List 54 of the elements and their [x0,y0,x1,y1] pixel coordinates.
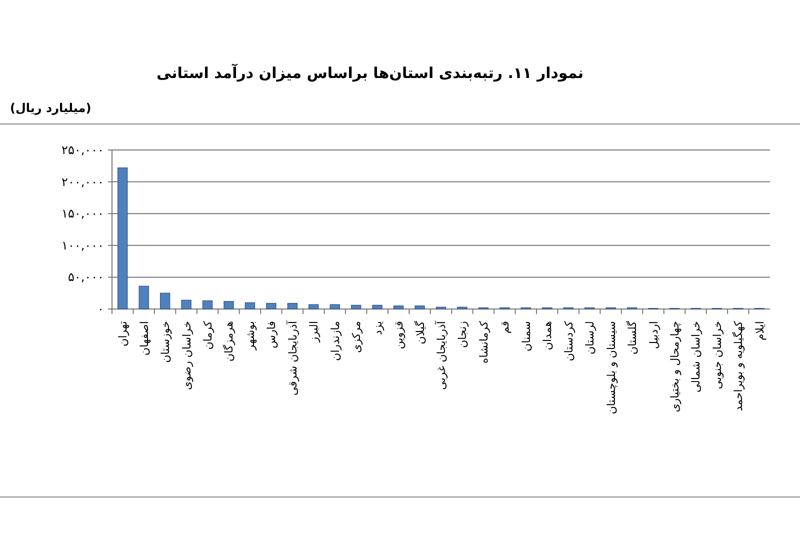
x-tick-label: گیلان [414,320,427,344]
y-tick-label: ۰ [98,302,104,316]
x-tick-label: ایلام [753,321,766,340]
x-tick-label: چهارمحال و بختیاری [668,321,682,412]
bar [372,304,382,310]
x-tick-label: البرز [308,321,321,344]
bar [138,286,149,310]
x-tick-label: کرمان [202,320,215,350]
x-tick-label: سیستان و بلوچستان [604,321,618,414]
x-tick-label: آذربایجان غربی [434,320,448,390]
x-tick-label: هرمزگان [222,320,236,362]
bar [244,302,256,310]
bar [393,306,404,310]
x-tick-label: تهران [116,321,130,346]
bar [287,302,298,310]
bar [351,304,362,310]
x-tick-label: یزد [371,321,384,336]
x-tick-label: قم [498,321,512,334]
x-tick-label: لرستان [584,321,597,354]
x-tick-label: کردستان [562,320,576,362]
y-tick-label: ۱۵۰,۰۰۰ [62,206,104,221]
x-tick-label: زنجان [456,321,470,348]
y-tick-label: ۲۰۰,۰۰۰ [62,174,104,189]
x-tick-label: خوزستان [159,321,172,363]
bar [160,292,170,310]
bar [202,300,213,310]
y-tick-label: ۱۰۰,۰۰۰ [62,238,104,252]
x-tick-label: اصفهان [138,321,151,356]
x-tick-label: آذربایجان شرقی [285,320,300,396]
bar [414,306,425,310]
bar [266,302,276,310]
bar [330,304,340,310]
x-tick-label: خراسان شمالی [690,321,703,393]
x-tick-label: گلستان [626,320,640,354]
x-tick-label: اردبیل [647,321,660,349]
bar [118,168,128,310]
x-tick-label: فارس [265,321,278,348]
x-tick-label: کهگیلویه و بویراحمد [732,320,746,412]
title: نمودار ۱۱. رتبه‌بندی استان‌ها براساس میزان درآمد استانی [156,64,584,82]
x-tick-label: قزوین [392,321,406,350]
x-tick-label: همدان [541,320,554,350]
bar [181,300,192,310]
x-tick-label: مرکزی [350,320,364,353]
y-tick-label: ۲۵۰,۰۰۰ [62,143,104,157]
x-tick-label: کرمانشاه [477,320,490,364]
x-tick-label: خراسان جنوبی [710,321,724,390]
x-tick-label: مازندران [328,320,342,361]
ylabel: (میلیارد ریال) [10,101,92,115]
bar [308,304,319,310]
x-tick-label: بوشهر [244,321,257,352]
y-tick-label: ۵۰,۰۰۰ [68,270,104,284]
x-tick-label: سمنان [520,321,533,352]
bar [224,301,234,310]
x-tick-label: خراسان رضوی [180,321,194,390]
